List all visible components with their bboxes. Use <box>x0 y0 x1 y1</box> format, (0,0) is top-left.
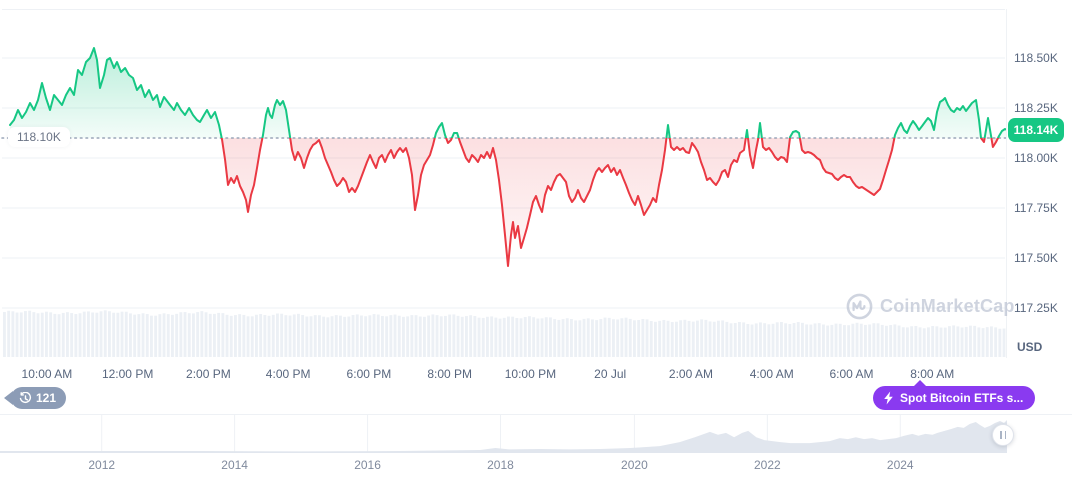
time-axis-tick: 2:00 PM <box>186 367 231 381</box>
lightning-icon <box>884 391 893 405</box>
time-axis-tick: 6:00 AM <box>829 367 874 381</box>
navigator-year-tick: 2022 <box>753 458 781 472</box>
event-badge[interactable]: Spot Bitcoin ETFs s... <box>873 386 1036 410</box>
watermark-text: CoinMarketCap <box>880 296 1015 316</box>
event-badge-label: Spot Bitcoin ETFs s... <box>900 391 1024 405</box>
navigator-year-tick: 2012 <box>88 458 116 472</box>
time-axis-tick: 6:00 PM <box>346 367 392 381</box>
navigator-year-tick: 2024 <box>886 458 914 472</box>
history-replay-badge[interactable]: 121 <box>4 387 67 409</box>
plot-right-border <box>1006 9 1007 358</box>
time-axis-tick: 10:00 PM <box>504 367 557 381</box>
y-axis-tick: 118.25K <box>1014 101 1058 115</box>
time-axis-tick: 4:00 PM <box>265 367 311 381</box>
time-axis-tick: 8:00 AM <box>910 367 955 381</box>
y-axis-tick: 117.50K <box>1014 251 1058 265</box>
navigator-year-tick: 2020 <box>621 458 648 472</box>
navigator-drag-handle[interactable] <box>992 424 1014 446</box>
navigator-year-tick: 2014 <box>221 458 248 472</box>
event-badge-pointer <box>913 380 927 387</box>
price-chart-plot[interactable] <box>0 0 1007 358</box>
y-axis-tick: 117.75K <box>1014 201 1058 215</box>
currency-label: USD <box>1017 340 1043 354</box>
range-navigator[interactable] <box>0 414 1007 454</box>
navigator-year-tick: 2018 <box>487 458 514 472</box>
history-count: 121 <box>36 391 57 405</box>
current-price-badge: 118.14K <box>1008 118 1064 142</box>
y-axis-tick: 118.00K <box>1014 151 1058 165</box>
coinmarketcap-watermark[interactable]: CoinMarketCap <box>846 293 1015 320</box>
time-axis-tick: 2:00 AM <box>668 367 713 381</box>
time-axis-tick: 10:00 AM <box>21 367 73 381</box>
plot-top-border <box>2 9 1005 10</box>
time-axis-tick: 4:00 AM <box>749 367 794 381</box>
history-badge-arrow <box>4 391 13 405</box>
time-axis-tick: 8:00 PM <box>427 367 473 381</box>
y-axis-tick: 117.25K <box>1014 301 1058 315</box>
clock-history-icon <box>19 391 32 403</box>
threshold-price-label: 118.10K <box>8 127 70 147</box>
time-axis-tick: 20 Jul <box>594 367 627 381</box>
navigator-top-border <box>0 414 1072 415</box>
navigator-year-tick: 2016 <box>354 458 381 472</box>
time-axis-tick: 12:00 PM <box>101 367 154 381</box>
coinmarketcap-logo-icon <box>846 293 873 320</box>
y-axis-tick: 118.50K <box>1014 51 1058 65</box>
